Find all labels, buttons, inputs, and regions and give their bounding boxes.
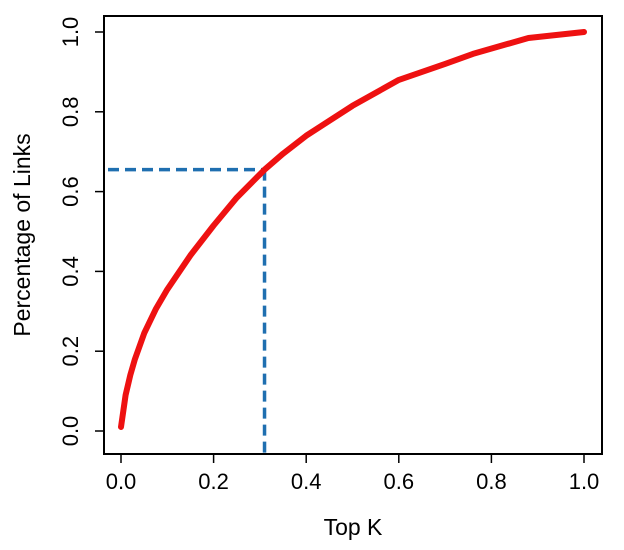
y-tick-label: 0.4 [58,256,83,287]
x-tick-label: 0.2 [198,469,229,494]
y-tick-label: 1.0 [58,17,83,48]
series-line [118,29,587,430]
x-tick-label: 0.8 [476,469,507,494]
y-tick-label: 0.0 [58,416,83,447]
y-tick-label: 0.2 [58,336,83,367]
y-tick-label: 0.6 [58,176,83,207]
x-tick-label: 0.0 [106,469,137,494]
x-tick-label: 0.4 [291,469,322,494]
x-axis-title: Top K [324,514,383,540]
x-axis: 0.0 0.2 0.4 0.6 0.8 1.0 [106,454,600,494]
plot-frame [103,15,603,455]
y-axis: 0.0 0.2 0.4 0.6 0.8 1.0 [58,17,104,447]
series-group [118,29,587,430]
y-axis-title: Percentage of Links [9,133,35,336]
reference-lines [108,167,267,454]
x-tick-label: 1.0 [569,469,600,494]
y-tick-label: 0.8 [58,97,83,128]
x-tick-label: 0.6 [384,469,415,494]
